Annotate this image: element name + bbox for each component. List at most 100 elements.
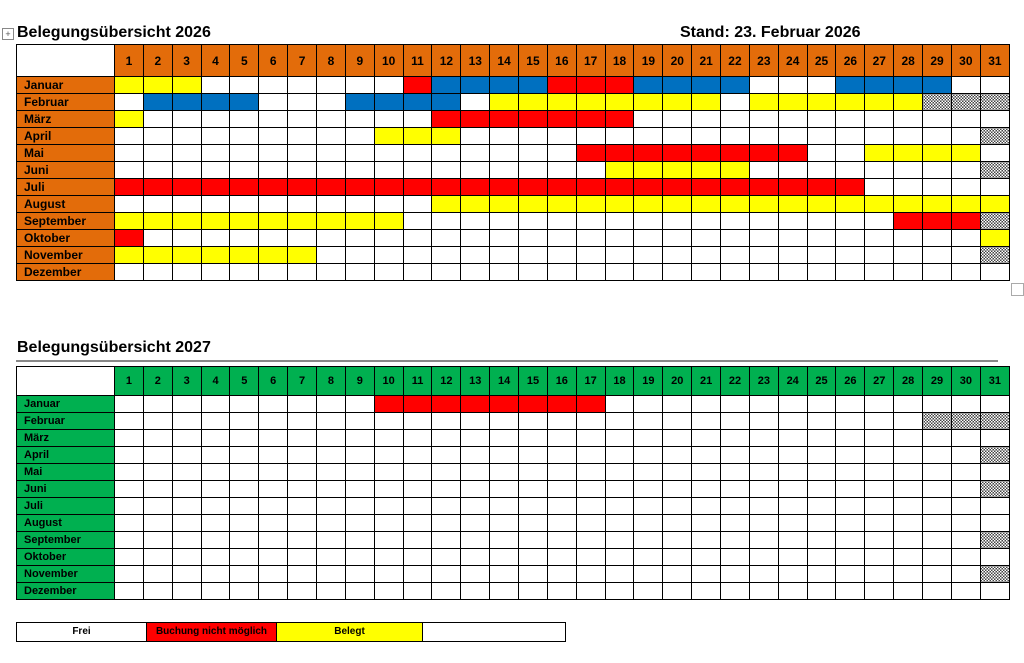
day-cell[interactable]: [316, 446, 346, 464]
day-cell[interactable]: [344, 161, 375, 179]
day-cell[interactable]: [950, 429, 981, 447]
day-cell[interactable]: [604, 463, 635, 481]
day-cell[interactable]: [460, 229, 491, 247]
day-cell[interactable]: [806, 195, 837, 213]
day-cell[interactable]: [691, 229, 722, 247]
day-cell[interactable]: [604, 497, 635, 515]
day-cell[interactable]: [864, 463, 895, 481]
day-cell[interactable]: [979, 548, 1011, 566]
day-cell[interactable]: [575, 514, 606, 532]
day-cell[interactable]: [373, 463, 404, 481]
day-cell[interactable]: [344, 412, 375, 430]
day-cell[interactable]: [200, 531, 231, 549]
day-cell[interactable]: [893, 161, 924, 179]
day-cell[interactable]: [229, 212, 260, 230]
day-cell[interactable]: [806, 446, 837, 464]
day-cell[interactable]: [864, 395, 895, 413]
day-cell[interactable]: [546, 548, 577, 566]
day-cell[interactable]: [835, 76, 866, 94]
day-cell[interactable]: [287, 531, 318, 549]
day-cell[interactable]: [979, 246, 1011, 264]
day-cell[interactable]: [114, 212, 144, 230]
day-cell[interactable]: [720, 412, 750, 430]
day-cell[interactable]: [546, 93, 577, 111]
day-cell[interactable]: [806, 548, 837, 566]
day-cell[interactable]: [691, 127, 722, 145]
day-cell[interactable]: [489, 144, 520, 162]
day-cell[interactable]: [402, 93, 433, 111]
day-cell[interactable]: [142, 497, 173, 515]
day-cell[interactable]: [229, 195, 260, 213]
day-cell[interactable]: [373, 514, 404, 532]
day-cell[interactable]: [460, 582, 491, 600]
day-cell[interactable]: [922, 565, 952, 583]
day-cell[interactable]: [720, 531, 750, 549]
day-cell[interactable]: [777, 463, 808, 481]
day-cell[interactable]: [460, 110, 491, 128]
day-cell[interactable]: [344, 395, 375, 413]
day-cell[interactable]: [575, 429, 606, 447]
day-cell[interactable]: [748, 263, 779, 281]
day-cell[interactable]: [142, 429, 173, 447]
day-cell[interactable]: [806, 514, 837, 532]
day-cell[interactable]: [748, 127, 779, 145]
day-cell[interactable]: [114, 565, 144, 583]
day-cell[interactable]: [344, 263, 375, 281]
day-cell[interactable]: [460, 429, 491, 447]
day-cell[interactable]: [546, 446, 577, 464]
day-cell[interactable]: [114, 229, 144, 247]
day-cell[interactable]: [893, 446, 924, 464]
day-cell[interactable]: [373, 229, 404, 247]
day-cell[interactable]: [518, 127, 548, 145]
day-cell[interactable]: [922, 395, 952, 413]
day-cell[interactable]: [200, 195, 231, 213]
day-cell[interactable]: [575, 463, 606, 481]
day-cell[interactable]: [575, 144, 606, 162]
day-cell[interactable]: [171, 93, 202, 111]
day-cell[interactable]: [489, 412, 520, 430]
day-cell[interactable]: [691, 480, 722, 498]
day-cell[interactable]: [777, 229, 808, 247]
day-cell[interactable]: [806, 178, 837, 196]
day-cell[interactable]: [460, 446, 491, 464]
day-cell[interactable]: [979, 463, 1011, 481]
day-cell[interactable]: [287, 263, 318, 281]
day-cell[interactable]: [922, 582, 952, 600]
day-cell[interactable]: [316, 246, 346, 264]
day-cell[interactable]: [604, 480, 635, 498]
day-cell[interactable]: [979, 412, 1011, 430]
day-cell[interactable]: [922, 480, 952, 498]
day-cell[interactable]: [720, 76, 750, 94]
day-cell[interactable]: [633, 480, 664, 498]
day-cell[interactable]: [633, 144, 664, 162]
day-cell[interactable]: [402, 195, 433, 213]
day-cell[interactable]: [489, 565, 520, 583]
day-cell[interactable]: [258, 412, 289, 430]
day-cell[interactable]: [518, 531, 548, 549]
day-cell[interactable]: [258, 93, 289, 111]
day-cell[interactable]: [546, 127, 577, 145]
day-cell[interactable]: [373, 127, 404, 145]
day-cell[interactable]: [950, 463, 981, 481]
day-cell[interactable]: [142, 480, 173, 498]
day-cell[interactable]: [258, 480, 289, 498]
day-cell[interactable]: [835, 497, 866, 515]
day-cell[interactable]: [489, 212, 520, 230]
day-cell[interactable]: [691, 582, 722, 600]
day-cell[interactable]: [720, 229, 750, 247]
day-cell[interactable]: [229, 531, 260, 549]
day-cell[interactable]: [402, 429, 433, 447]
day-cell[interactable]: [142, 127, 173, 145]
day-cell[interactable]: [979, 429, 1011, 447]
day-cell[interactable]: [287, 446, 318, 464]
day-cell[interactable]: [489, 497, 520, 515]
day-cell[interactable]: [893, 212, 924, 230]
day-cell[interactable]: [344, 144, 375, 162]
day-cell[interactable]: [777, 144, 808, 162]
day-cell[interactable]: [720, 497, 750, 515]
day-cell[interactable]: [316, 514, 346, 532]
day-cell[interactable]: [489, 531, 520, 549]
day-cell[interactable]: [922, 161, 952, 179]
day-cell[interactable]: [171, 565, 202, 583]
day-cell[interactable]: [373, 93, 404, 111]
